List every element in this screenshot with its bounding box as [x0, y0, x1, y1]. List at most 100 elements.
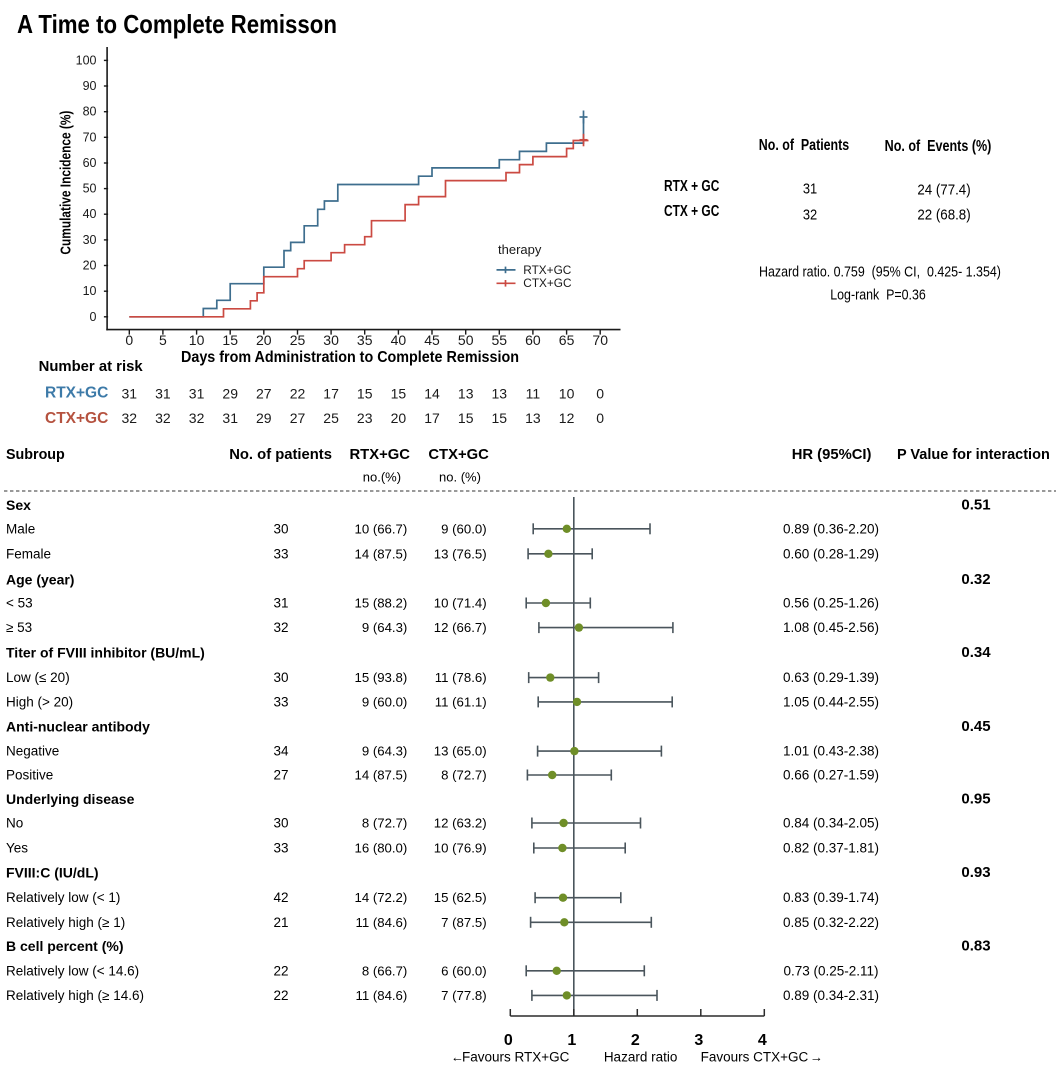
svg-text:0: 0	[125, 332, 133, 348]
svg-text:40: 40	[83, 207, 97, 221]
svg-text:Underlying disease: Underlying disease	[6, 791, 135, 807]
svg-text:0.84 (0.34-2.05): 0.84 (0.34-2.05)	[783, 816, 879, 831]
svg-text:1.08 (0.45-2.56): 1.08 (0.45-2.56)	[783, 620, 879, 635]
svg-text:RTX+GC: RTX+GC	[349, 447, 410, 463]
svg-text:0.83 (0.39-1.74): 0.83 (0.39-1.74)	[783, 890, 879, 905]
svg-text:therapy: therapy	[498, 242, 542, 257]
svg-text:34: 34	[273, 744, 289, 759]
svg-text:29: 29	[222, 385, 238, 401]
svg-text:≥ 53: ≥ 53	[6, 620, 32, 635]
svg-text:14 (87.5): 14 (87.5)	[355, 768, 408, 783]
svg-text:9 (64.3): 9 (64.3)	[362, 744, 407, 759]
svg-text:0.83: 0.83	[961, 937, 990, 954]
svg-text:50: 50	[458, 332, 474, 348]
svg-text:11 (78.6): 11 (78.6)	[435, 670, 487, 685]
svg-text:11: 11	[526, 385, 541, 401]
svg-text:Relatively high (≥ 14.6): Relatively high (≥ 14.6)	[6, 988, 144, 1003]
svg-text:Cumulative Incidence (%): Cumulative Incidence (%)	[58, 111, 75, 255]
svg-text:17: 17	[323, 385, 339, 401]
svg-text:0.95: 0.95	[961, 791, 990, 808]
svg-text:0.89 (0.34-2.31): 0.89 (0.34-2.31)	[783, 988, 879, 1003]
svg-text:High (> 20): High (> 20)	[6, 694, 73, 709]
svg-text:60: 60	[83, 156, 97, 170]
svg-text:0: 0	[596, 410, 604, 426]
svg-text:< 53: < 53	[6, 596, 33, 611]
svg-text:32: 32	[155, 410, 171, 426]
svg-text:22: 22	[273, 988, 288, 1003]
svg-text:3: 3	[694, 1032, 703, 1049]
svg-text:31: 31	[222, 410, 238, 426]
svg-text:P Value for interaction: P Value for interaction	[897, 447, 1050, 463]
svg-text:15: 15	[357, 385, 373, 401]
svg-text:30: 30	[273, 816, 288, 831]
svg-text:9 (64.3): 9 (64.3)	[362, 620, 407, 635]
svg-text:HR (95%CI): HR (95%CI)	[792, 447, 872, 463]
svg-text:Male: Male	[6, 521, 35, 536]
svg-text:0.51: 0.51	[961, 497, 990, 514]
svg-text:14: 14	[424, 385, 440, 401]
svg-text:Relatively low (< 1): Relatively low (< 1)	[6, 890, 120, 905]
svg-text:14 (87.5): 14 (87.5)	[355, 546, 408, 561]
svg-text:13: 13	[492, 385, 508, 401]
svg-text:9 (60.0): 9 (60.0)	[362, 694, 407, 709]
svg-text:8 (72.7): 8 (72.7)	[362, 816, 407, 831]
svg-text:15 (62.5): 15 (62.5)	[434, 890, 487, 905]
svg-text:31: 31	[273, 596, 288, 611]
svg-text:Yes: Yes	[6, 841, 28, 856]
svg-text:6 (60.0): 6 (60.0)	[441, 963, 486, 978]
svg-text:30: 30	[273, 670, 288, 685]
svg-text:RTX+GC: RTX+GC	[45, 385, 108, 402]
svg-text:25: 25	[323, 410, 339, 426]
svg-text:0.89 (0.36-2.20): 0.89 (0.36-2.20)	[783, 521, 879, 536]
svg-text:10 (71.4): 10 (71.4)	[434, 596, 487, 611]
svg-text:32: 32	[122, 410, 138, 426]
svg-text:Relatively high (≥ 1): Relatively high (≥ 1)	[6, 915, 125, 930]
svg-text:15: 15	[492, 410, 508, 426]
svg-text:10 (66.7): 10 (66.7)	[355, 521, 408, 536]
svg-text:20: 20	[256, 332, 272, 348]
svg-text:33: 33	[273, 694, 288, 709]
svg-text:55: 55	[492, 332, 508, 348]
svg-text:70: 70	[83, 130, 97, 144]
svg-text:33: 33	[273, 841, 288, 856]
svg-text:Titer of FVIII inhibitor (BU/m: Titer of FVIII inhibitor (BU/mL)	[6, 645, 205, 661]
svg-text:12: 12	[559, 410, 575, 426]
svg-text:80: 80	[83, 105, 97, 119]
svg-text:20: 20	[391, 410, 407, 426]
svg-text:0.93: 0.93	[961, 864, 990, 881]
svg-text:2: 2	[631, 1032, 640, 1049]
svg-text:7 (77.8): 7 (77.8)	[441, 988, 486, 1003]
svg-text:8 (66.7): 8 (66.7)	[362, 963, 407, 978]
svg-text:0.82 (0.37-1.81): 0.82 (0.37-1.81)	[783, 841, 879, 856]
svg-text:90: 90	[83, 79, 97, 93]
svg-text:Favours CTX+GC: Favours CTX+GC	[701, 1050, 809, 1065]
svg-text:27: 27	[290, 410, 306, 426]
svg-text:13 (76.5): 13 (76.5)	[434, 546, 487, 561]
svg-text:11 (84.6): 11 (84.6)	[355, 915, 407, 930]
svg-text:Anti-nuclear antibody: Anti-nuclear antibody	[6, 719, 150, 735]
svg-text:30: 30	[273, 521, 288, 536]
svg-text:Days from Administration to Co: Days from Administration to Complete Rem…	[181, 349, 519, 366]
svg-text:14 (72.2): 14 (72.2)	[355, 890, 408, 905]
svg-text:31: 31	[155, 385, 171, 401]
svg-text:Low (≤ 20): Low (≤ 20)	[6, 670, 70, 685]
svg-text:15 (93.8): 15 (93.8)	[355, 670, 408, 685]
svg-text:23: 23	[357, 410, 373, 426]
svg-text:0.45: 0.45	[961, 718, 990, 735]
svg-text:31: 31	[122, 385, 138, 401]
svg-text:7 (87.5): 7 (87.5)	[441, 915, 486, 930]
svg-text:31: 31	[189, 385, 205, 401]
svg-text:FVIII:C (IU/dL): FVIII:C (IU/dL)	[6, 865, 99, 881]
svg-text:No: No	[6, 816, 23, 831]
svg-text:Sex: Sex	[6, 497, 31, 513]
svg-text:RTX+GC: RTX+GC	[523, 263, 571, 277]
svg-text:0.66 (0.27-1.59): 0.66 (0.27-1.59)	[783, 768, 879, 783]
svg-text:CTX+GC: CTX+GC	[523, 276, 572, 290]
svg-text:1: 1	[567, 1032, 576, 1049]
svg-text:27: 27	[273, 768, 288, 783]
svg-text:0: 0	[504, 1032, 513, 1049]
svg-text:8 (72.7): 8 (72.7)	[441, 768, 486, 783]
svg-text:Subroup: Subroup	[6, 447, 65, 463]
svg-text:1.01 (0.43-2.38): 1.01 (0.43-2.38)	[783, 744, 879, 759]
svg-text:16 (80.0): 16 (80.0)	[355, 841, 408, 856]
